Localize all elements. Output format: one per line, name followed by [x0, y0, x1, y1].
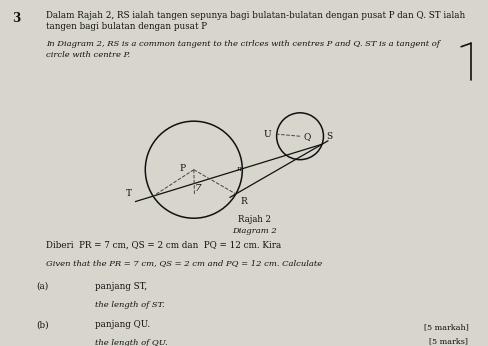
- Text: Q: Q: [304, 132, 311, 141]
- Text: panjang ST,: panjang ST,: [95, 282, 147, 291]
- Text: the length of QU.: the length of QU.: [95, 339, 168, 346]
- Text: In Diagram 2, RS is a common tangent to the cirlces with centres P and Q. ST is : In Diagram 2, RS is a common tangent to …: [46, 40, 440, 48]
- Text: 7: 7: [195, 184, 202, 193]
- Text: tangen bagi bulatan dengan pusat P: tangen bagi bulatan dengan pusat P: [46, 22, 207, 31]
- Text: [5 markah]: [5 markah]: [424, 324, 468, 331]
- Text: n: n: [237, 164, 242, 173]
- Text: Diberi  PR = 7 cm, QS = 2 cm dan  PQ = 12 cm. Kira: Diberi PR = 7 cm, QS = 2 cm dan PQ = 12 …: [46, 240, 282, 249]
- Text: Rajah 2: Rajah 2: [238, 215, 271, 224]
- Text: P: P: [179, 164, 185, 173]
- Text: (b): (b): [37, 320, 49, 329]
- Text: R: R: [240, 197, 247, 206]
- Text: U: U: [264, 130, 272, 139]
- Text: the length of ST.: the length of ST.: [95, 301, 165, 309]
- Text: Diagram 2: Diagram 2: [232, 227, 277, 235]
- Text: Dalam Rajah 2, RS ialah tangen sepunya bagi bulatan-bulatan dengan pusat P dan Q: Dalam Rajah 2, RS ialah tangen sepunya b…: [46, 11, 466, 20]
- Text: S: S: [326, 132, 332, 141]
- Text: circle with centre P.: circle with centre P.: [46, 51, 130, 59]
- Text: Given that the PR = 7 cm, QS = 2 cm and PQ = 12 cm. Calculate: Given that the PR = 7 cm, QS = 2 cm and …: [46, 260, 323, 267]
- Text: [5 marks]: [5 marks]: [429, 337, 468, 345]
- Text: T: T: [126, 189, 132, 198]
- Text: panjang QU.: panjang QU.: [95, 320, 150, 329]
- Text: (a): (a): [37, 282, 49, 291]
- Text: 3: 3: [12, 12, 20, 25]
